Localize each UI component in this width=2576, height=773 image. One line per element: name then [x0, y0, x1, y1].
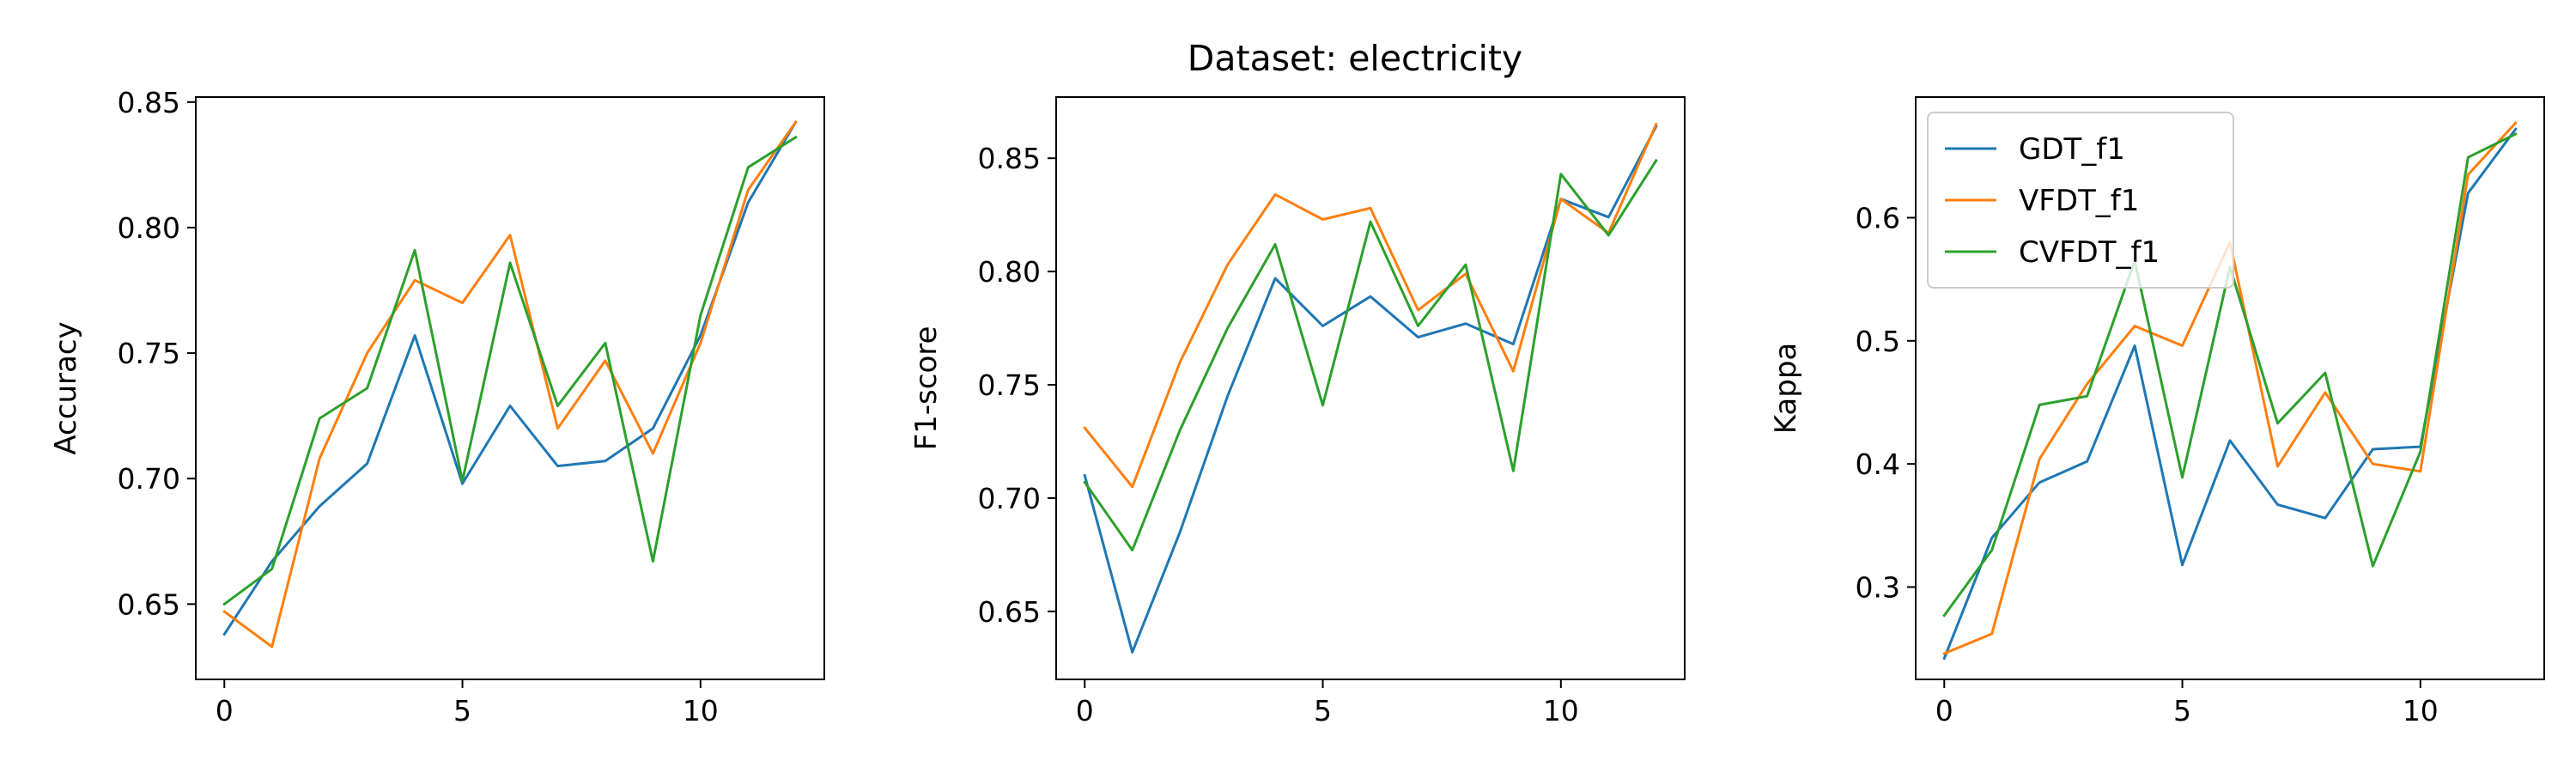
y-tick-label: 0.65 [118, 587, 180, 621]
y-tick-label: 0.85 [118, 86, 180, 119]
x-tick-label: 5 [1314, 694, 1332, 727]
legend-box [1927, 112, 2234, 289]
subplot-3: 0 5 10 0.3 0.4 0.5 0.6 Kappa GDT_f1 VFDT_f1 CVFDT_… [1769, 96, 2545, 727]
series-line-3 [222, 135, 798, 606]
x-tick-label: 5 [2173, 694, 2191, 727]
y-tick-label: 0.6 [1856, 201, 1900, 234]
y-tick-label: 0.70 [978, 482, 1041, 515]
y-tick-label: 0.75 [978, 368, 1041, 402]
x-tick-label: 0 [1935, 694, 1953, 727]
series-line-1 [222, 120, 798, 636]
axes-frame [1055, 96, 1686, 680]
axes-frame [195, 96, 825, 680]
axes-frame [1915, 96, 2545, 680]
subplot-2: 0 5 10 0.65 0.70 0.75 0.80 0.85 F1-score [909, 96, 1686, 727]
y-axis-label: Accuracy [49, 321, 83, 454]
y-axis-label: F1-score [909, 326, 944, 451]
subplot-1: 0 5 10 0.65 0.70 0.75 0.80 0.85 Accuracy [49, 86, 825, 727]
y-tick-label: 0.5 [1856, 325, 1900, 358]
x-tick-label: 0 [1076, 694, 1094, 727]
legend: GDT_f1 VFDT_f1 CVFDT_f1 [1927, 112, 2234, 289]
legend-label: VFDT_f1 [2019, 184, 2139, 218]
y-tick-label: 0.70 [118, 462, 180, 496]
x-tick-label: 10 [1543, 694, 1579, 727]
x-tick-label: 10 [2403, 694, 2439, 727]
x-tick-label: 0 [216, 694, 234, 727]
y-axis-label: Kappa [1769, 343, 1803, 435]
y-tick-label: 0.85 [978, 142, 1041, 175]
legend-label: GDT_f1 [2019, 132, 2125, 167]
y-tick-label: 0.80 [118, 211, 180, 245]
series-line-2 [1083, 122, 1658, 489]
x-tick-label: 10 [683, 694, 719, 727]
figure-title: Dataset: electricity [1188, 38, 1522, 79]
y-tick-label: 0.75 [118, 337, 180, 370]
x-tick-label: 5 [453, 694, 471, 727]
series-line-2 [222, 120, 798, 648]
y-tick-label: 0.65 [978, 595, 1041, 629]
y-tick-label: 0.80 [978, 255, 1041, 289]
y-tick-label: 0.3 [1856, 570, 1900, 604]
legend-label: CVFDT_f1 [2019, 235, 2160, 270]
y-tick-label: 0.4 [1856, 447, 1900, 481]
series-line-3 [1083, 158, 1658, 552]
